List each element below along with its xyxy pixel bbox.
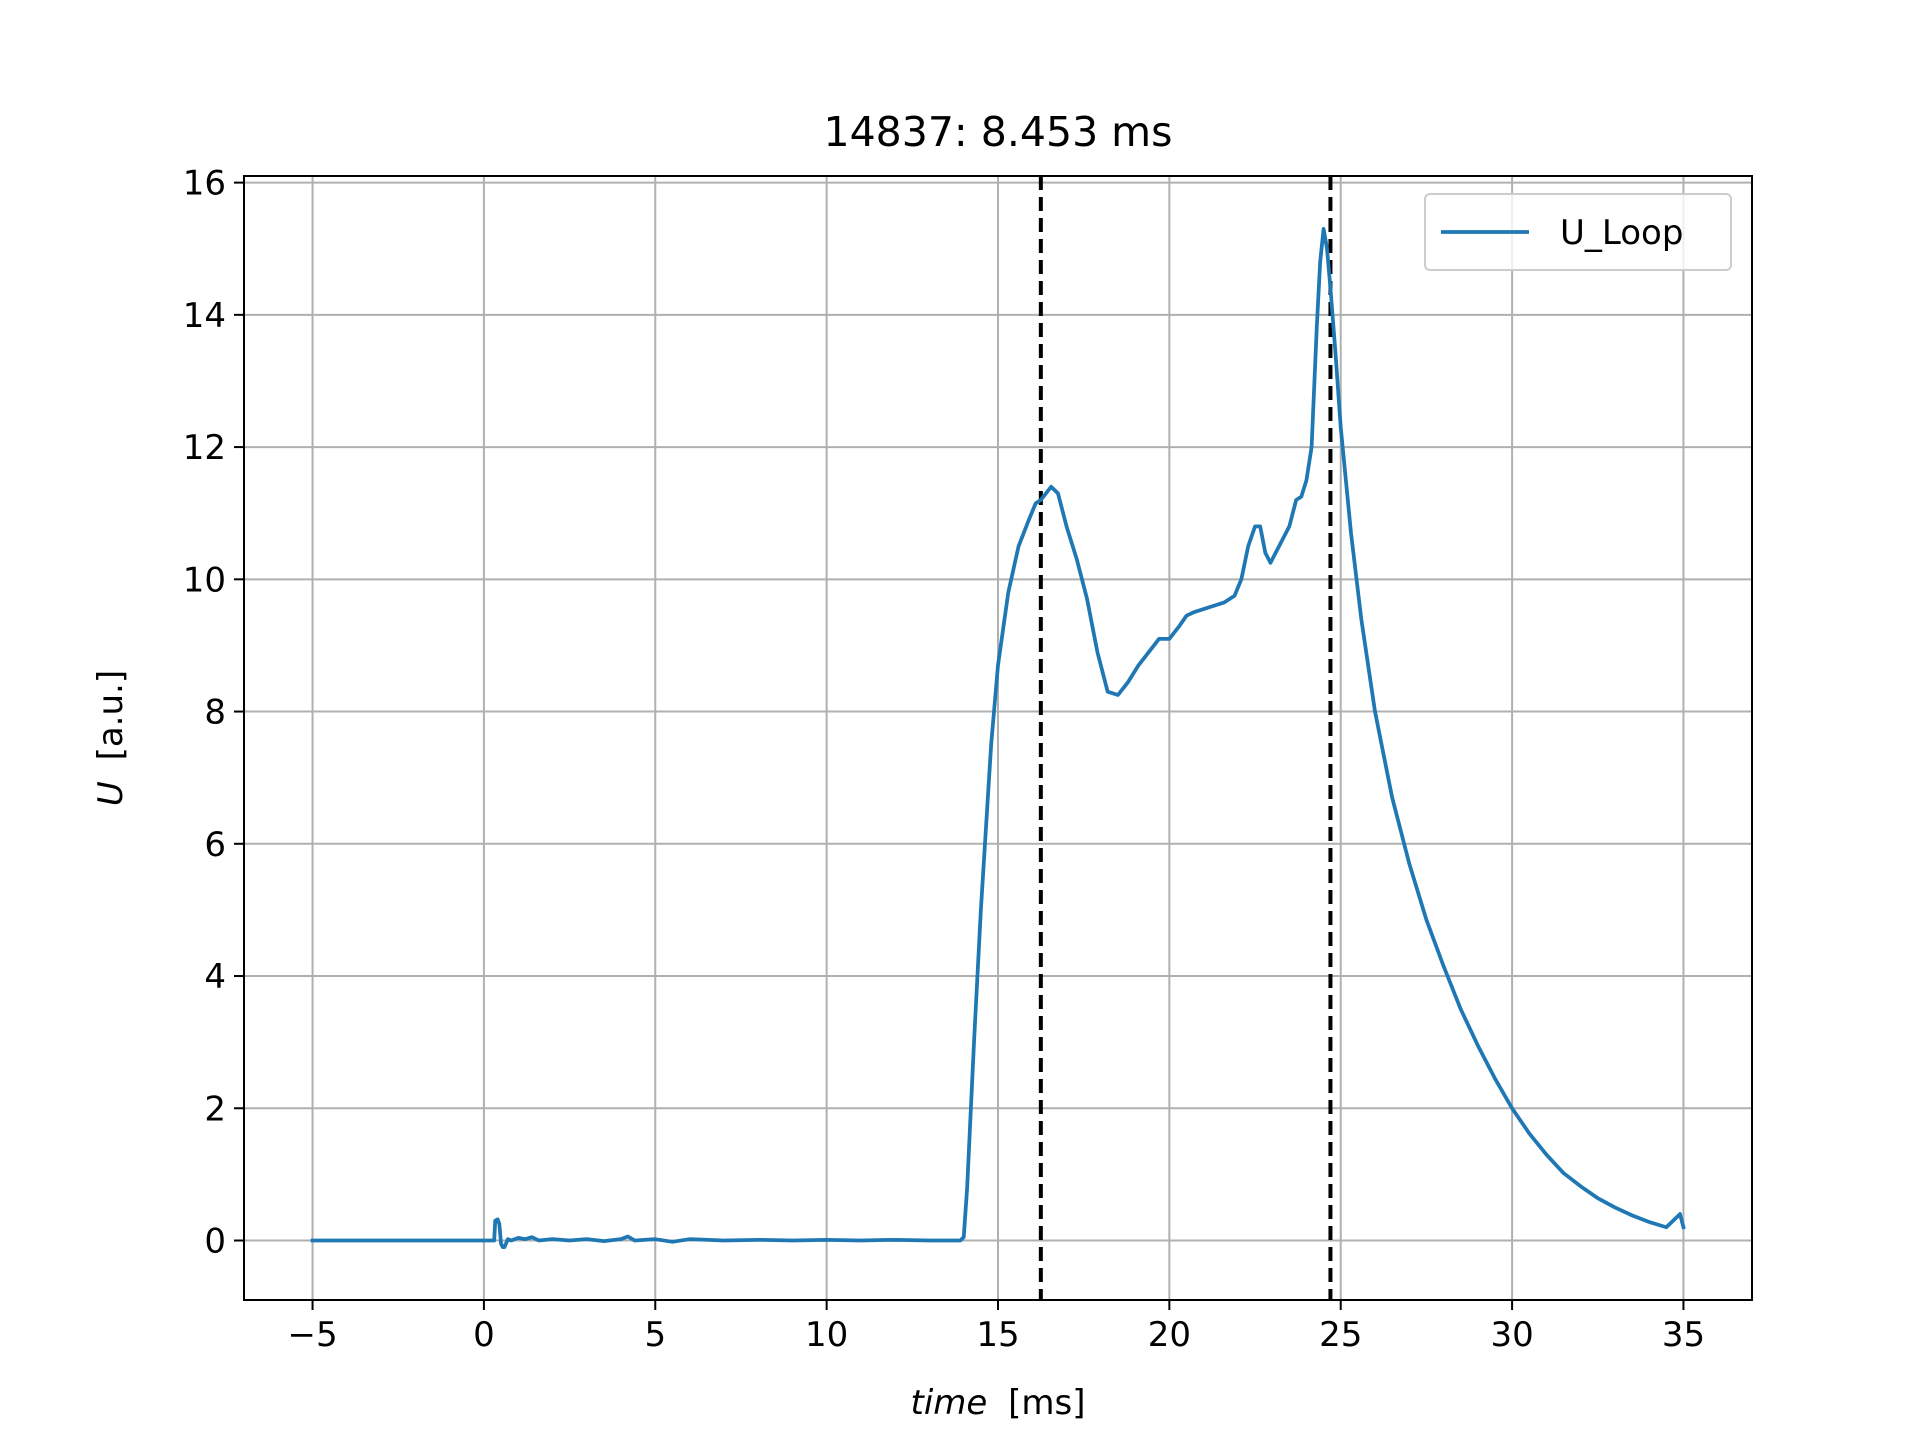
y-tick-label: 2 xyxy=(204,1089,226,1129)
y-tick-label: 4 xyxy=(204,957,226,997)
x-tick-label: 35 xyxy=(1662,1315,1705,1355)
series-line-u-loop xyxy=(310,227,1686,1249)
y-axis-label-var: U xyxy=(91,781,131,806)
y-tick-label: 12 xyxy=(183,428,226,468)
y-tick-label: 8 xyxy=(204,693,226,733)
x-tick-label: 5 xyxy=(644,1315,666,1355)
x-tick-label: 0 xyxy=(473,1315,495,1355)
y-tick-label: 10 xyxy=(183,560,226,600)
grid xyxy=(244,176,1752,1300)
legend-box xyxy=(1424,193,1732,271)
y-axis-ticks: 0 2 4 6 8 10 12 14 16 xyxy=(183,164,244,1261)
series-layer xyxy=(310,227,1686,1249)
x-axis-label-unit: [ms] xyxy=(1008,1383,1085,1423)
x-axis-label: time [ms] xyxy=(910,1383,1085,1423)
x-axis-label-var: time xyxy=(910,1383,987,1423)
y-tick-label: 0 xyxy=(204,1221,226,1261)
y-axis-label: U [a.u.] xyxy=(91,670,131,806)
x-tick-label: 20 xyxy=(1148,1315,1191,1355)
y-tick-label: 16 xyxy=(183,164,226,204)
x-tick-label: 15 xyxy=(976,1315,1019,1355)
chart-title: 14837: 8.453 ms xyxy=(824,108,1173,156)
legend-label-u-loop: U_Loop xyxy=(1560,213,1683,253)
vertical-markers xyxy=(1038,176,1333,1300)
x-tick-label: 25 xyxy=(1319,1315,1362,1355)
x-axis-ticks: −5 0 5 10 15 20 25 30 35 xyxy=(287,1300,1705,1355)
x-tick-label: −5 xyxy=(287,1315,337,1355)
y-tick-label: 6 xyxy=(204,825,226,865)
legend: U_Loop xyxy=(1424,193,1732,271)
y-tick-label: 14 xyxy=(183,296,226,336)
x-tick-label: 30 xyxy=(1490,1315,1533,1355)
y-axis-label-unit: [a.u.] xyxy=(91,670,131,761)
x-tick-label: 10 xyxy=(805,1315,848,1355)
